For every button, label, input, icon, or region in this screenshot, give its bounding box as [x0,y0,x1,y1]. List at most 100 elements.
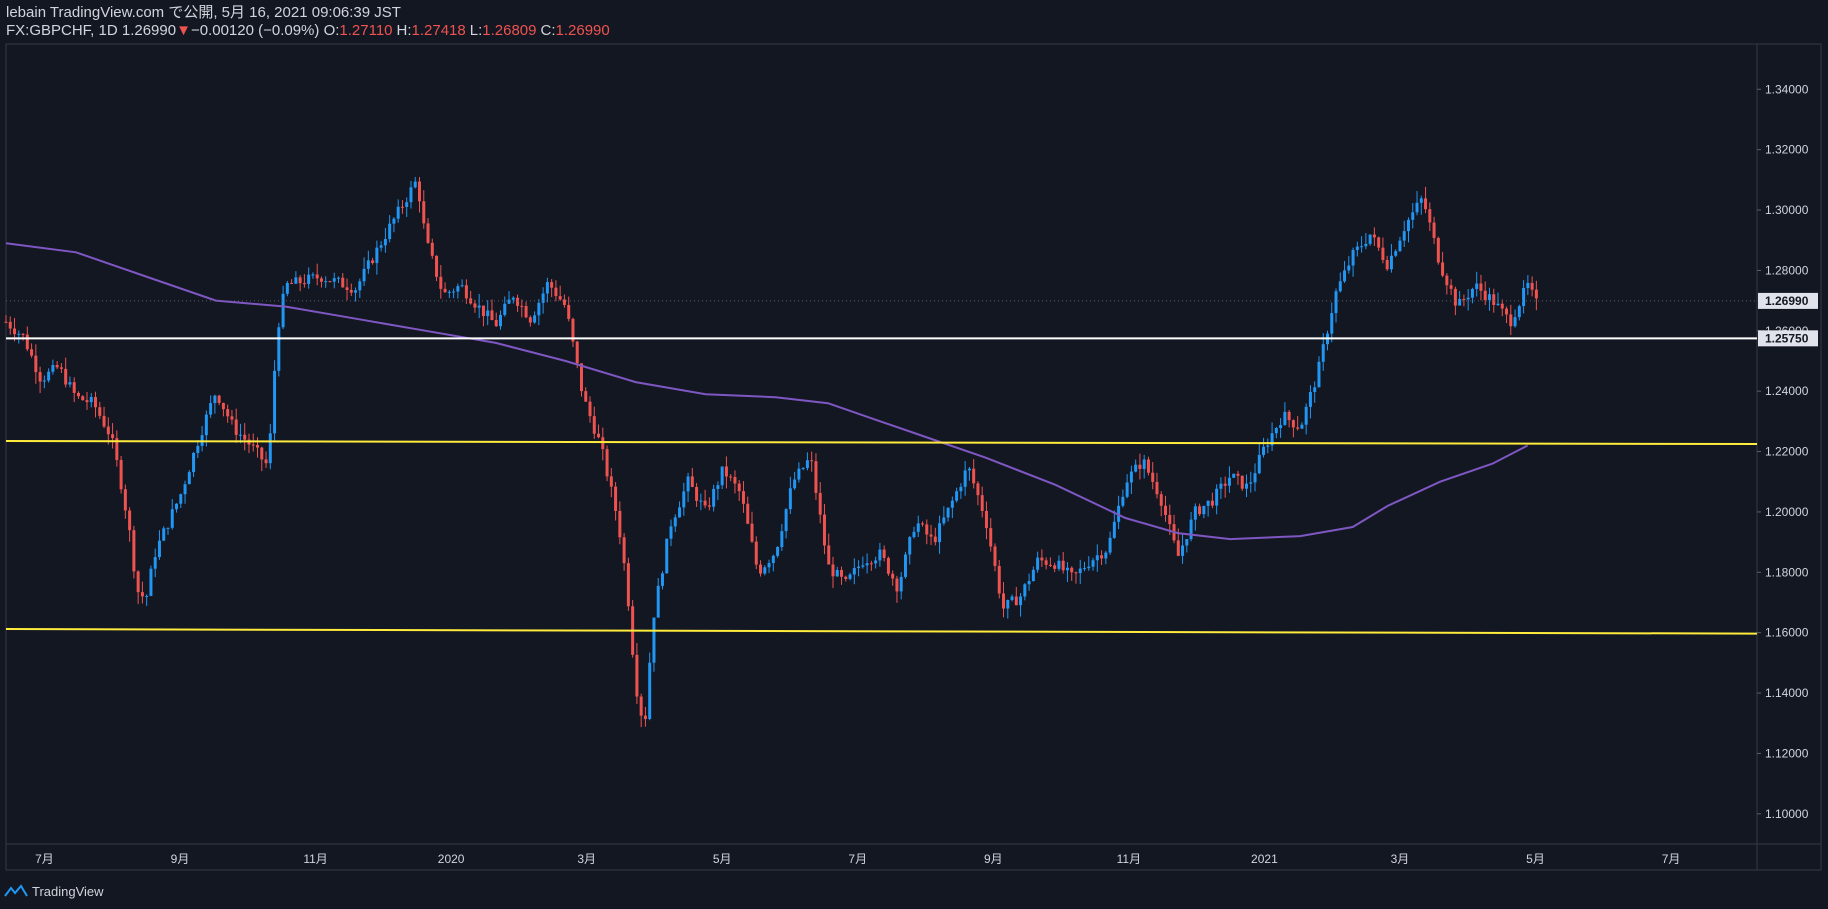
candle-body [1219,483,1223,489]
candle-body [136,571,140,593]
candle-body [273,370,277,434]
candle-body [729,476,733,478]
y-tick-label: 1.18000 [1765,565,1809,579]
candle-body [8,321,12,329]
candle-body [955,491,959,501]
candle-body [707,505,711,507]
candle-body [895,578,899,592]
candle-body [686,476,690,492]
candle-body [1138,464,1142,469]
y-tick-label: 1.16000 [1765,626,1809,640]
candle-body [989,528,993,547]
candle-body [805,460,809,468]
candle-body [1355,246,1359,250]
candle-body [119,459,123,490]
candle-body [741,491,745,504]
candle-body [776,547,780,556]
candle-body [656,585,660,618]
footer-brand[interactable]: TradingView [4,880,104,902]
symbol-label[interactable]: FX:GBPCHF, 1D [6,22,118,39]
candle-body [4,321,8,323]
candle-body [997,565,1001,594]
candle-body [886,557,890,574]
candle-body [55,365,59,368]
candle-body [507,299,511,304]
candle-body [750,523,754,542]
candle-body [1185,539,1189,546]
candle-body [243,434,247,440]
candle-body [1287,411,1291,421]
candle-body [716,485,720,489]
candle-body [848,574,852,579]
brand-label: TradingView [32,883,104,899]
candle-body [13,328,17,335]
candle-body [857,566,861,569]
candle-body [652,617,656,663]
candle-body [1419,198,1423,203]
candle-body [1023,584,1027,597]
candle-body [822,514,826,546]
candle-body [281,293,285,328]
candle-body [1202,505,1206,515]
candle-body [230,416,234,420]
candle-body [290,282,294,284]
candle-body [1458,299,1462,306]
y-tick-label: 1.34000 [1765,82,1809,96]
candle-body [520,305,524,307]
candle-body [537,302,541,316]
candle-body [30,349,34,356]
candle-body [1406,219,1410,232]
candle-body [609,476,613,487]
candle-body [102,415,106,427]
candle-body [1321,344,1325,362]
candle-body [371,260,375,264]
candle-body [1402,231,1406,241]
candle-body [328,281,332,283]
candle-body [1505,308,1509,315]
candle-body [311,274,315,276]
candle-body [1087,566,1091,569]
candle-body [1249,482,1253,484]
candle-body [703,500,707,506]
x-tick-label: 5月 [1526,852,1545,866]
high-value: 1.27418 [411,22,466,39]
candle-body [358,281,362,291]
candle-body [149,568,153,596]
candle-body [1270,433,1274,446]
candle-body [192,452,196,473]
candle-body [695,487,699,501]
candle-body [345,287,349,291]
candle-body [1343,270,1347,282]
candle-body [524,306,528,318]
candle-body [1334,291,1338,314]
candle-body [209,403,213,415]
plot-frame [5,43,1822,871]
candle-body [324,281,328,283]
last-price: 1.26990 [121,22,177,39]
candle-body [1061,560,1065,571]
candle-body [1453,288,1457,306]
candle-body [1308,392,1312,407]
x-tick-label: 2020 [438,852,465,866]
candle-body [1428,209,1432,223]
candle-body [588,401,592,417]
candle-body [1244,483,1248,489]
candle-body [1019,596,1023,606]
candle-body [967,468,971,471]
candle-body [221,402,225,410]
candle-body [1168,514,1172,525]
x-tick-label: 3月 [1391,852,1410,866]
candle-body [294,277,298,284]
candle-body [1296,427,1300,429]
candle-body [993,546,997,566]
candle-body [256,444,260,448]
candle-body [550,282,554,288]
low-label: L: [469,22,483,39]
candle-body [1223,483,1227,486]
y-tick-label: 1.28000 [1765,263,1809,277]
candle-body [1436,237,1440,263]
chart-header: lebain TradingView.com で公開, 5月 16, 2021 … [6,4,906,42]
candle-body [166,527,170,529]
candle-body [76,392,80,397]
